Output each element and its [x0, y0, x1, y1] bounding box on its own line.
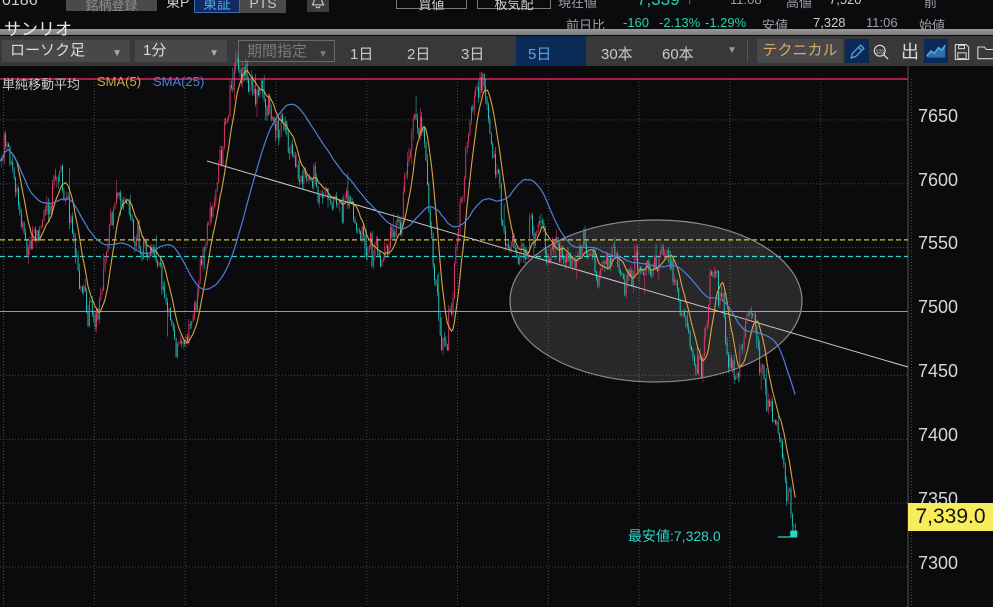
svg-text:最安値:7,328.0: 最安値:7,328.0	[628, 528, 721, 544]
